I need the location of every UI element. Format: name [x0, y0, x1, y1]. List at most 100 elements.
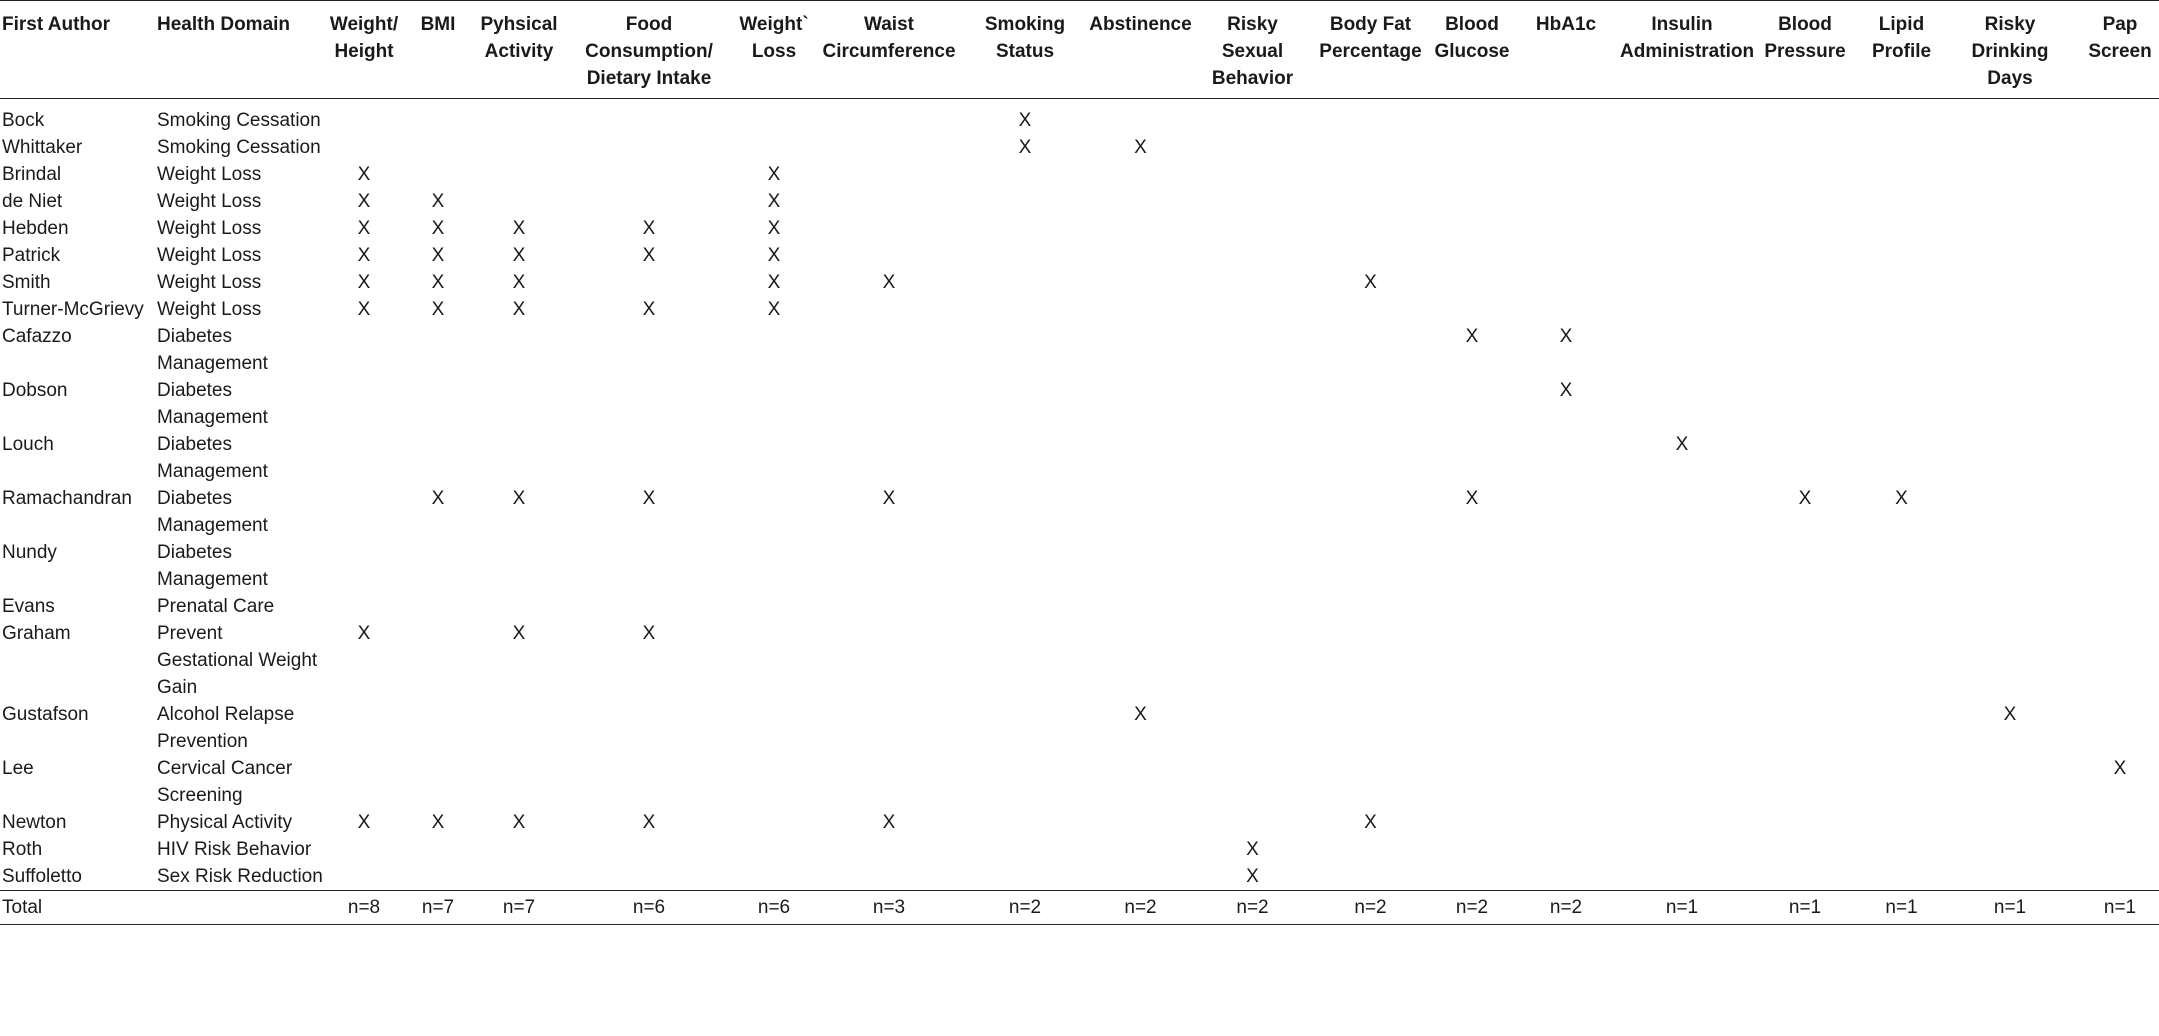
outcome-mark-cell — [1514, 242, 1618, 269]
outcome-mark-cell: X — [357, 218, 371, 239]
outcome-mark-cell — [1864, 215, 1939, 242]
outcome-mark-cell: X — [1364, 272, 1377, 293]
outcome-mark-cell — [963, 296, 1087, 323]
outcome-mark-cell — [1194, 755, 1311, 809]
outcome-mark-cell — [815, 296, 963, 323]
table-row: Smith Weight Loss X X X X X X — [0, 269, 2159, 296]
outcome-mark-cell: X — [512, 488, 526, 509]
outcome-mark-cell — [473, 161, 565, 188]
outcome-mark-cell — [1430, 863, 1514, 891]
outcome-mark-cell — [1864, 539, 1939, 593]
total-count-cell: n=1 — [1993, 897, 2027, 918]
total-count-cell: n=8 — [347, 897, 381, 918]
outcome-mark-cell — [325, 99, 403, 135]
outcome-mark-cell — [2081, 485, 2159, 539]
outcome-mark-cell — [1618, 593, 1746, 620]
outcome-mark-cell: X — [2113, 758, 2127, 779]
outcome-mark-cell: X — [357, 812, 371, 833]
column-header-line: Percentage — [1319, 41, 1422, 62]
outcome-mark-cell — [1194, 242, 1311, 269]
outcome-mark-cell — [1746, 161, 1864, 188]
outcome-mark-cell — [1430, 188, 1514, 215]
column-header-line: Pressure — [1764, 41, 1846, 62]
column-header-food: Food Consumption/Dietary Intake — [565, 1, 733, 99]
outcome-mark-cell — [2081, 99, 2159, 135]
total-count-cell: n=1 — [1885, 897, 1918, 918]
outcome-mark-cell — [1939, 809, 2081, 836]
total-count-cell: n=6 — [757, 897, 791, 918]
outcome-mark-cell: X — [642, 623, 656, 644]
column-header-line: Smoking — [984, 14, 1066, 35]
outcome-mark-cell — [1087, 836, 1194, 863]
outcome-mark-cell — [963, 215, 1087, 242]
table-row: Louch Diabetes Management X — [0, 431, 2159, 485]
outcome-mark-cell — [1864, 134, 1939, 161]
column-header-bmi: BMI — [403, 1, 473, 99]
column-header-line: Administration — [1620, 41, 1755, 62]
outcome-mark-cell — [1194, 269, 1311, 296]
first-author-cell: Brindal — [2, 164, 62, 185]
outcome-mark-cell: X — [1895, 488, 1908, 509]
outcome-mark-cell — [815, 215, 963, 242]
outcome-mark-cell — [815, 593, 963, 620]
outcome-mark-cell — [1194, 161, 1311, 188]
outcome-mark-cell — [325, 701, 403, 755]
outcome-mark-cell — [1514, 701, 1618, 755]
column-header-blood-glucose: Blood Glucose — [1430, 1, 1514, 99]
outcome-mark-cell — [1430, 836, 1514, 863]
outcome-mark-cell: X — [512, 245, 526, 266]
outcome-mark-cell — [565, 134, 733, 161]
outcome-mark-cell — [1939, 296, 2081, 323]
first-author-cell: Suffoletto — [2, 866, 82, 887]
outcome-mark-cell — [1746, 539, 1864, 593]
health-domain-cell: Weight Loss — [157, 218, 262, 239]
outcome-mark-cell — [1430, 539, 1514, 593]
outcome-mark-cell — [1618, 161, 1746, 188]
health-domain-cell: Alcohol Relapse Prevention — [157, 704, 295, 752]
outcome-mark-cell — [963, 593, 1087, 620]
outcome-mark-cell — [473, 431, 565, 485]
column-header-line: Profile — [1871, 41, 1932, 62]
outcome-mark-cell — [1311, 593, 1430, 620]
outcome-mark-cell — [815, 701, 963, 755]
outcome-mark-cell: X — [512, 272, 526, 293]
health-domain-cell: Sex Risk Reduction — [157, 866, 323, 887]
outcome-mark-cell — [1194, 296, 1311, 323]
outcome-mark-cell — [473, 863, 565, 891]
outcome-mark-cell: X — [431, 488, 445, 509]
outcome-mark-cell — [325, 485, 403, 539]
column-header-author: First Author — [0, 1, 155, 99]
column-header-line: Insulin — [1651, 14, 1713, 35]
outcome-mark-cell: X — [357, 623, 371, 644]
outcome-mark-cell — [473, 323, 565, 377]
column-header-line: Abstinence — [1089, 14, 1192, 35]
first-author-cell: Louch — [2, 434, 54, 455]
outcome-mark-cell: X — [2003, 704, 2017, 725]
outcome-mark-cell: X — [1465, 488, 1479, 509]
outcome-mark-cell — [963, 188, 1087, 215]
outcome-mark-cell — [2081, 242, 2159, 269]
health-domain-cell: Weight Loss — [157, 272, 262, 293]
outcome-mark-cell — [1087, 269, 1194, 296]
outcome-mark-cell — [2081, 593, 2159, 620]
first-author-cell: Bock — [2, 110, 45, 131]
outcome-mark-cell — [1514, 134, 1618, 161]
outcome-mark-cell — [565, 99, 733, 135]
outcome-mark-cell — [1618, 134, 1746, 161]
outcome-mark-cell — [2081, 296, 2159, 323]
first-author-cell: Lee — [2, 758, 34, 779]
outcome-mark-cell — [1194, 593, 1311, 620]
outcome-mark-cell — [403, 161, 473, 188]
column-header-line: Screen — [2088, 41, 2152, 62]
outcome-mark-cell: X — [357, 191, 371, 212]
total-count-cell: n=7 — [421, 897, 455, 918]
first-author-cell: Newton — [2, 812, 67, 833]
health-domain-cell: Prevent Gestational Weight Gain — [157, 623, 318, 698]
outcome-mark-cell — [1864, 431, 1939, 485]
outcome-mark-cell — [2081, 809, 2159, 836]
first-author-cell: Turner-McGrievy — [2, 299, 144, 320]
outcome-mark-cell — [1514, 539, 1618, 593]
column-header-risky-sexual: Risky Sexual Behavior — [1194, 1, 1311, 99]
first-author-cell: Patrick — [2, 245, 61, 266]
outcome-mark-cell — [733, 755, 815, 809]
